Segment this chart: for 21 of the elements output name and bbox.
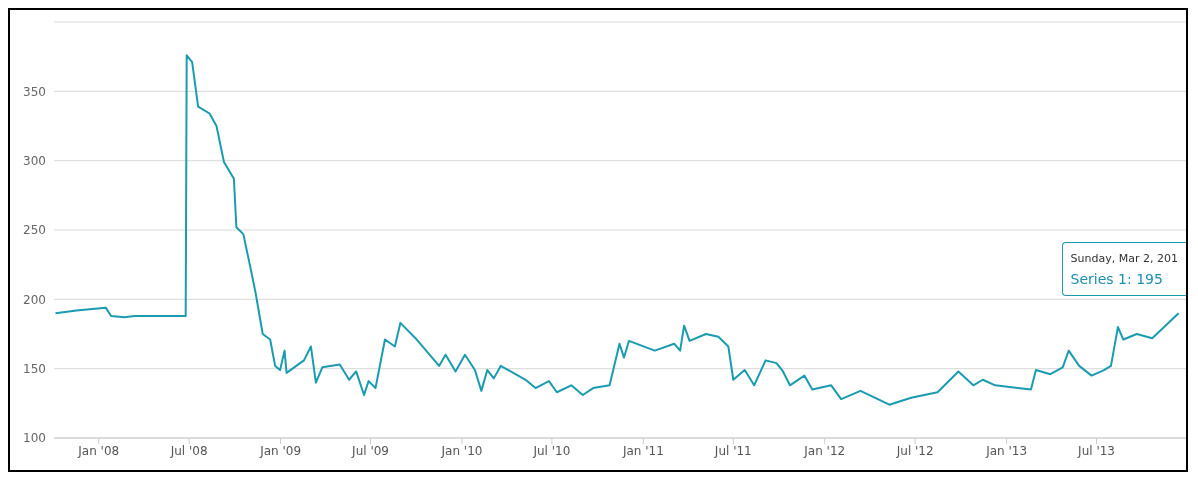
annotation: Sunday, Mar 2, 201 bbox=[1070, 251, 1178, 267]
x-tick-label: Jul '10 bbox=[532, 443, 571, 458]
y-tick-label: 250 bbox=[23, 223, 46, 238]
line-series bbox=[54, 54, 1180, 406]
x-tick-label: Jan '13 bbox=[985, 443, 1028, 458]
x-tick-label: Jan '09 bbox=[259, 443, 302, 458]
x-tick-label: Jul '08 bbox=[169, 443, 208, 458]
annotation: Series 1: 195 bbox=[1070, 270, 1164, 289]
x-tick-label: Jul '09 bbox=[351, 443, 389, 458]
y-tick-label: 150 bbox=[23, 361, 46, 376]
y-tick-label: 200 bbox=[23, 292, 46, 307]
x-tick-label: Jul '11 bbox=[713, 443, 752, 458]
x-tick-label: Jul '12 bbox=[895, 443, 934, 458]
x-tick-label: Jan '11 bbox=[621, 443, 664, 458]
x-tick-label: Jan '10 bbox=[440, 443, 483, 458]
y-tick-label: 100 bbox=[23, 431, 46, 446]
x-tick-label: Jan '12 bbox=[803, 443, 846, 458]
y-tick-label: 300 bbox=[23, 153, 46, 168]
x-tick-label: Jul '13 bbox=[1077, 443, 1115, 458]
y-tick-label: 350 bbox=[23, 84, 46, 99]
x-tick-label: Jan '08 bbox=[77, 443, 120, 458]
